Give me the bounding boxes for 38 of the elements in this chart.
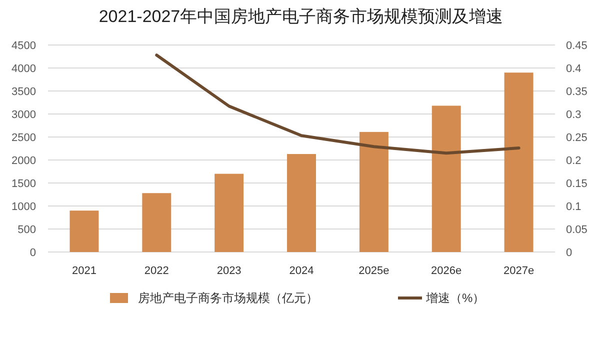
bar xyxy=(504,72,534,252)
line-series xyxy=(155,54,520,155)
x-tick-label: 2023 xyxy=(216,265,242,277)
legend-label: 增速（%） xyxy=(425,291,485,305)
y2-tick-label: 0.05 xyxy=(566,224,588,236)
y2-tick-label: 0.15 xyxy=(566,178,588,190)
x-tick-label: 2021 xyxy=(72,265,96,277)
y-tick-label: 2000 xyxy=(12,155,36,167)
chart-title: 2021-2027年中国房地产电子商务市场规模预测及增速 xyxy=(98,7,504,26)
y-tick-label: 1000 xyxy=(12,201,36,213)
y-tick-label: 4000 xyxy=(12,63,36,75)
x-tick-label: 2022 xyxy=(144,265,169,277)
legend-label: 房地产电子商务市场规模（亿元） xyxy=(138,291,318,305)
bar xyxy=(70,210,99,252)
x-tick-label: 2024 xyxy=(289,265,314,277)
bar xyxy=(142,193,172,252)
y-tick-label: 2500 xyxy=(12,132,36,144)
x-tick-label: 2027e xyxy=(503,265,534,277)
x-tick-label: 2026e xyxy=(431,265,462,277)
y-tick-label: 3000 xyxy=(12,109,36,121)
y2-tick-label: 0.2 xyxy=(566,155,582,167)
y-tick-label: 3500 xyxy=(12,86,36,98)
y2-tick-label: 0.45 xyxy=(566,40,588,52)
y2-tick-label: 0.25 xyxy=(566,132,588,144)
y2-tick-label: 0.3 xyxy=(566,109,582,121)
y2-tick-label: 0 xyxy=(566,247,572,259)
y2-tick-label: 0.35 xyxy=(566,86,588,98)
bar xyxy=(214,174,244,252)
y2-tick-label: 0.4 xyxy=(566,63,582,75)
x-tick-label: 2025e xyxy=(358,265,390,277)
y-tick-label: 4500 xyxy=(12,40,36,52)
y2-tick-label: 0.1 xyxy=(566,201,582,213)
y-tick-label: 1500 xyxy=(12,178,36,190)
y-tick-label: 500 xyxy=(18,224,36,236)
y-tick-label: 0 xyxy=(30,247,36,259)
bar xyxy=(359,132,388,252)
bar xyxy=(432,106,461,252)
bar xyxy=(287,154,316,252)
